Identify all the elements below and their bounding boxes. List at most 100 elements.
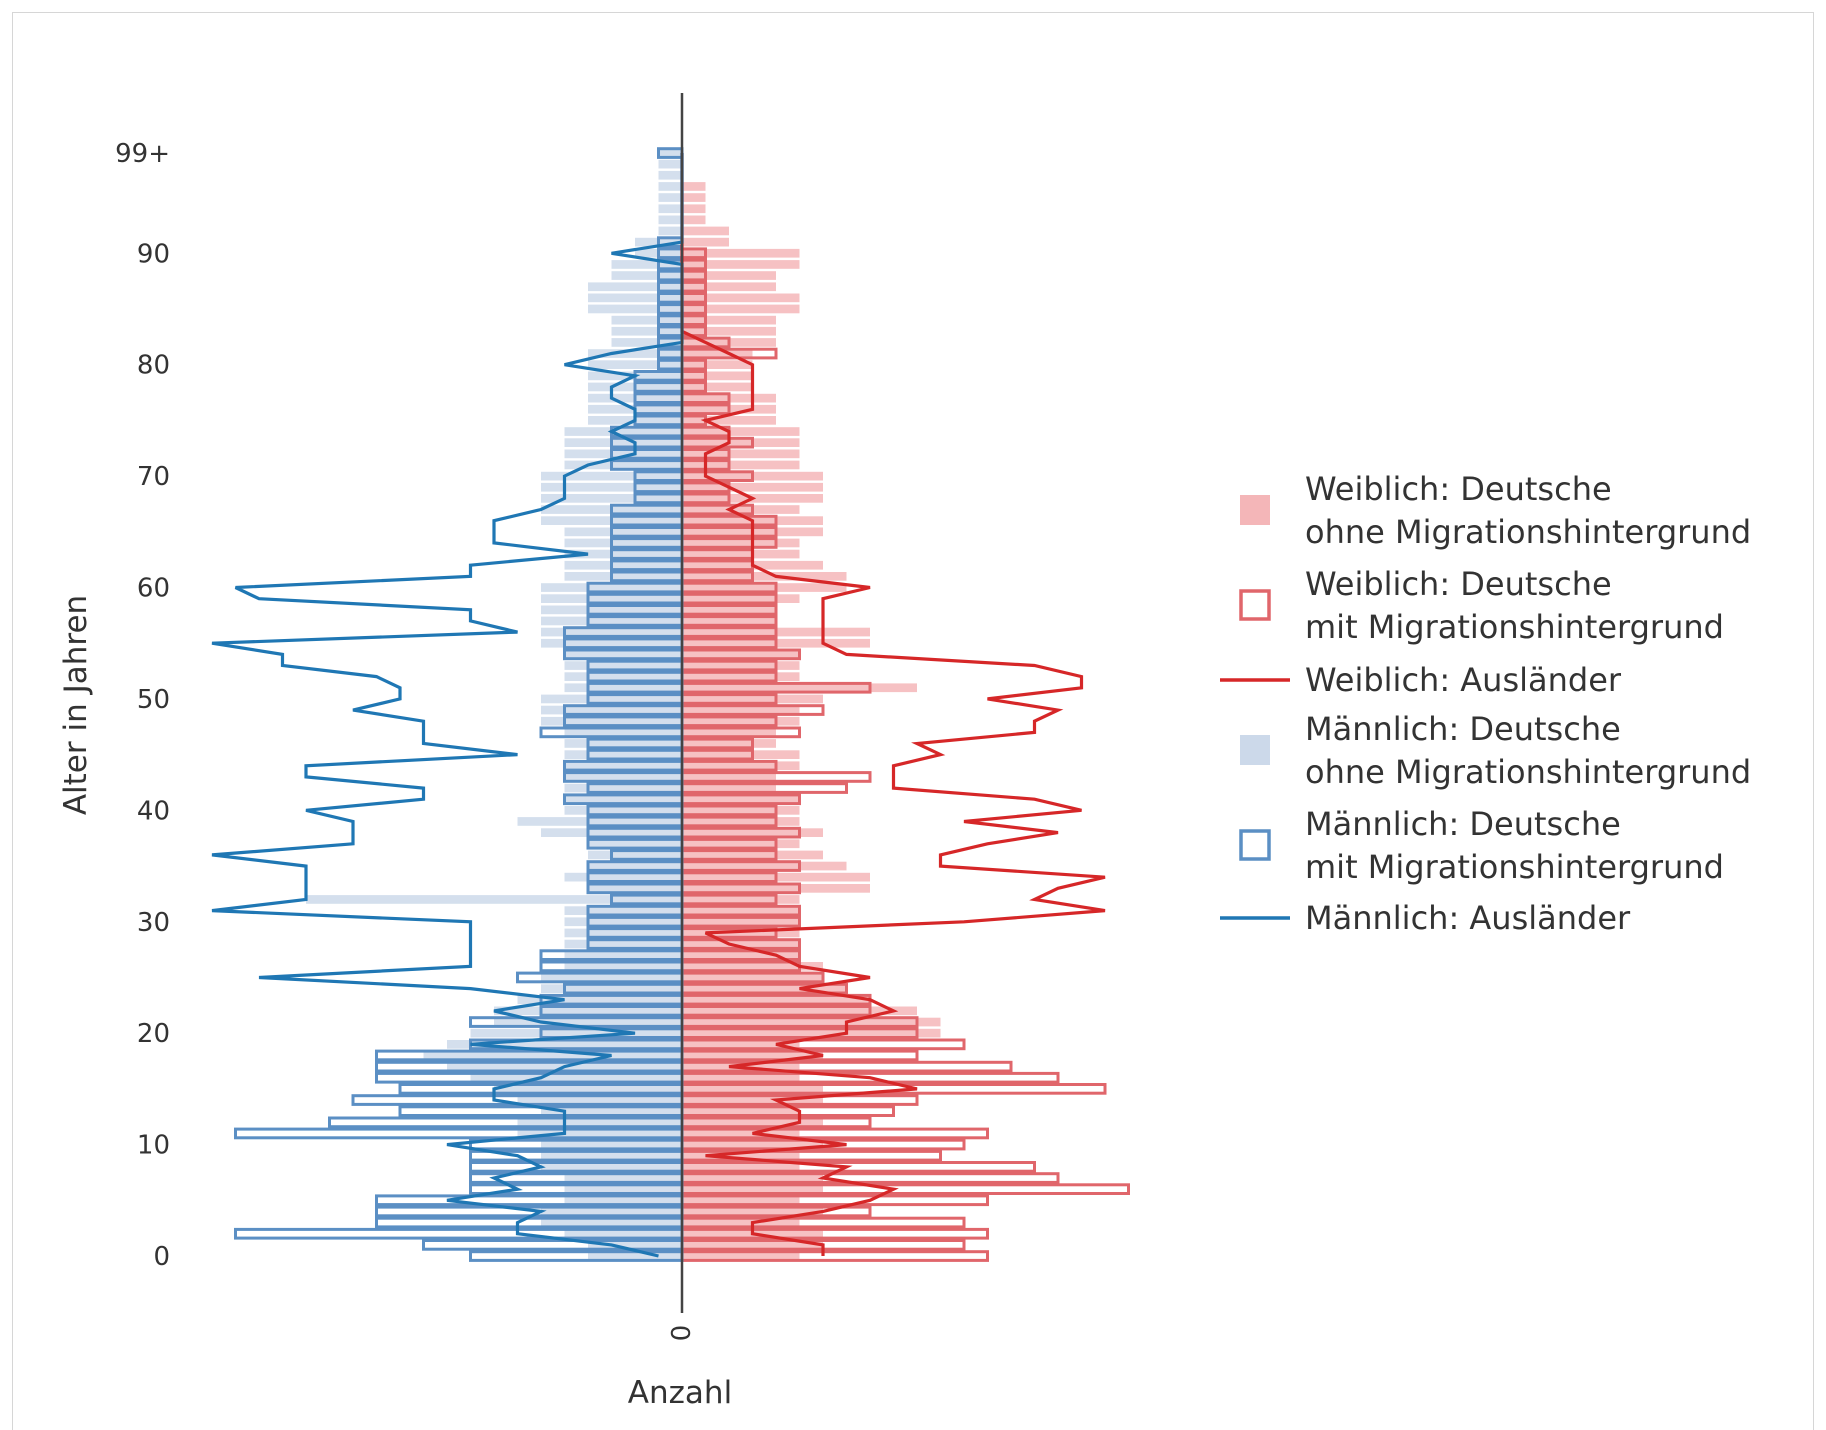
- bar-right-bar-filled-age-58: [682, 605, 776, 615]
- bar-right-bar-filled-age-37: [682, 839, 800, 849]
- bar-right-bar-filled-age-75: [682, 416, 776, 425]
- bar-left-bar-filled-age-69: [541, 482, 682, 492]
- legend-entry: Männlich: Ausländer: [1305, 899, 1631, 937]
- bar-right-bar-filled-age-81: [682, 349, 753, 358]
- bar-left-bar-filled-age-31: [564, 906, 682, 915]
- bar-left-bar-filled-age-97: [658, 170, 682, 180]
- bar-left-bar-filled-age-94: [658, 204, 682, 214]
- bar-right-bar-filled-age-19: [682, 1040, 800, 1049]
- bar-right-bar-filled-age-45: [682, 750, 800, 759]
- bar-left-bar-filled-age-1: [588, 1240, 682, 1250]
- line-weiblich-auslaender: [680, 153, 1106, 1256]
- bar-left-bar-filled-age-62: [564, 560, 682, 570]
- bar-left-bar-filled-age-21: [494, 1017, 682, 1027]
- bar-left-bar-filled-age-99: [658, 148, 682, 158]
- bar-left-bar-filled-age-88: [611, 271, 682, 280]
- bar-left-bar-filled-age-28: [564, 939, 682, 949]
- bar-right-bar-filled-age-80: [682, 360, 753, 369]
- bar-left-bar-filled-age-68: [541, 494, 682, 503]
- bar-left-bar-filled-age-39: [517, 817, 682, 826]
- bar-right-bar-filled-age-67: [682, 505, 800, 514]
- bar-left-bar-filled-age-32: [306, 895, 682, 904]
- bar-left-bar-filled-age-58: [541, 605, 682, 615]
- bar-right-bar-filled-age-12: [682, 1118, 823, 1127]
- bar-right-bar-filled-age-30: [682, 917, 800, 927]
- bar-right-bar-filled-age-21: [682, 1017, 941, 1027]
- bar-left-bar-filled-age-11: [517, 1129, 682, 1138]
- bar-right-bar-filled-age-0: [682, 1251, 800, 1261]
- bar-right-bar-filled-age-31: [682, 906, 800, 915]
- y-axis-title: Alter in Jahren: [58, 595, 94, 815]
- legend-swatch: [1240, 735, 1270, 765]
- bar-left-bar-filled-age-55: [541, 638, 682, 648]
- legend-entry: Männlich: Deutsche ohne Migrationshinterg…: [1305, 710, 1751, 791]
- bar-left-bar-filled-age-40: [564, 806, 682, 815]
- y-tick-label: 99+: [115, 139, 170, 169]
- bar-right-bar-filled-age-95: [682, 193, 706, 202]
- bar-right-bar-filled-age-38: [682, 828, 823, 837]
- bar-left-bar-filled-age-33: [588, 884, 682, 893]
- bar-right-bar-filled-age-50: [682, 694, 823, 704]
- bar-left-bar-filled-age-81: [588, 349, 682, 358]
- bar-left-bar-filled-age-56: [541, 627, 682, 637]
- bar-left-bar-filled-age-4: [541, 1207, 682, 1216]
- bar-left-bar-filled-age-50: [541, 694, 682, 704]
- y-tick-label: 30: [137, 908, 170, 938]
- bar-left-bar-filled-age-73: [564, 438, 682, 447]
- bar-left-bar-filled-age-98: [658, 159, 682, 169]
- bar-right-bar-filled-age-5: [682, 1195, 800, 1205]
- bar-left-bar-filled-age-89: [611, 260, 682, 269]
- bar-right-bar-filled-age-8: [682, 1162, 800, 1172]
- y-tick-label: 70: [137, 462, 170, 492]
- bar-right-bar-filled-age-61: [682, 572, 847, 581]
- bar-right-bar-filled-age-13: [682, 1106, 800, 1116]
- bar-right-bar-filled-age-40: [682, 806, 800, 815]
- bar-left-bar-filled-age-6: [564, 1184, 682, 1194]
- x-axis-title: Anzahl: [628, 1375, 732, 1411]
- bar-left-bar-filled-age-63: [564, 549, 682, 559]
- bar-right-bar-filled-age-44: [682, 761, 800, 771]
- bar-left-bar-filled-age-44: [564, 761, 682, 771]
- y-tick-label: 0: [153, 1242, 170, 1272]
- bar-right-bar-filled-age-41: [682, 794, 800, 804]
- bar-right-bar-filled-age-36: [682, 850, 823, 860]
- bar-right-bar-filled-age-88: [682, 271, 776, 280]
- bar-right-bar-filled-age-26: [682, 962, 823, 971]
- bar-right-bar-filled-age-6: [682, 1184, 823, 1194]
- bar-right-bar-filled-age-25: [682, 973, 823, 982]
- bar-left-bar-filled-age-61: [564, 572, 682, 581]
- bar-left-bar-filled-age-29: [564, 928, 682, 938]
- bar-right-bar-filled-age-35: [682, 861, 847, 871]
- bar-left-bar-filled-age-51: [564, 683, 682, 693]
- bar-right-bar-filled-age-78: [682, 382, 753, 392]
- bar-right-bar-filled-age-32: [682, 895, 800, 904]
- bar-left-bar-filled-age-43: [564, 772, 682, 782]
- bar-left-bar-filled-age-64: [564, 538, 682, 548]
- bar-left-bar-filled-age-19: [447, 1040, 682, 1049]
- bar-left-bar-filled-age-15: [494, 1084, 682, 1094]
- bar-left-bar-filled-age-38: [541, 828, 682, 837]
- bar-left-bar-filled-age-52: [564, 672, 682, 681]
- legend-entry: Weiblich: Deutsche mit Migrationshintergr…: [1305, 565, 1724, 646]
- bar-right-bar-filled-age-42: [682, 783, 776, 793]
- bar-right-bar-filled-age-52: [682, 672, 800, 681]
- bar-left-bar-filled-age-48: [541, 716, 682, 726]
- y-tick-label: 90: [137, 239, 170, 269]
- bar-right-bar-filled-age-63: [682, 549, 800, 559]
- y-tick-label: 50: [137, 685, 170, 715]
- y-tick-labels: 0 10 20 30 40 50 60 70 80 90 99+: [115, 139, 170, 1272]
- bar-right-bar-filled-age-71: [682, 460, 800, 470]
- y-tick-label: 20: [137, 1019, 170, 1049]
- bar-left-bar-filled-age-16: [470, 1073, 682, 1083]
- bar-left-bar-filled-age-49: [541, 705, 682, 715]
- bar-left-bar-filled-age-3: [541, 1218, 682, 1227]
- bar-left-bar-filled-age-83: [611, 326, 682, 336]
- bar-left-bar-filled-age-53: [564, 661, 682, 670]
- bar-right-bar-filled-age-48: [682, 716, 800, 726]
- bar-right-bar-filled-age-16: [682, 1073, 800, 1083]
- bar-right-bar-filled-age-9: [682, 1151, 800, 1161]
- bar-right-bar-filled-age-10: [682, 1140, 823, 1149]
- bar-left-bar-filled-age-30: [564, 917, 682, 927]
- bar-right-bar-filled-age-90: [682, 248, 800, 258]
